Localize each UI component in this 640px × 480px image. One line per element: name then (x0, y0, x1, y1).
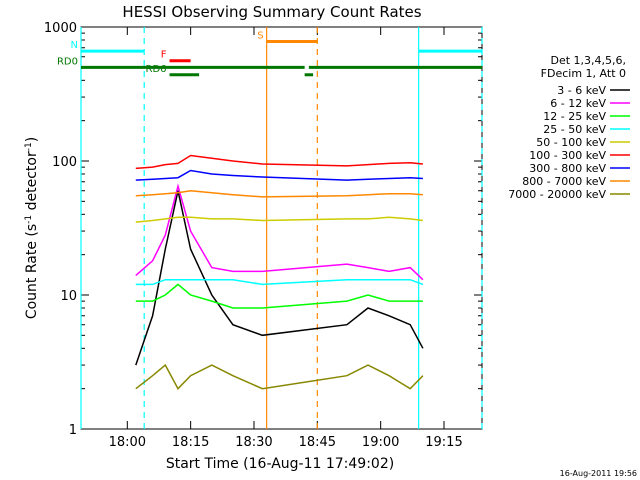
series-line (135, 189, 423, 198)
series-line (135, 183, 424, 281)
flag-bars: N F RD0 RD6 S (57, 30, 482, 77)
y-label-main: Count Rate (s (24, 224, 40, 319)
x-tick-label: 18:45 (299, 435, 336, 450)
x-axis-ticks: 18:00 18:15 18:30 18:45 19:00 19:15 (109, 27, 463, 450)
flag-label: RD0 (57, 56, 78, 67)
series-line (135, 154, 423, 170)
legend-entry-label: 100 - 300 keV (529, 149, 606, 162)
x-tick-label: 19:00 (362, 435, 399, 450)
legend-entry-label: 50 - 100 keV (536, 136, 606, 149)
legend-entry-label: 800 - 7000 keV (522, 175, 606, 188)
y-label-end: ) (24, 137, 40, 142)
y-tick-label: 1000 (44, 21, 77, 36)
flag-label: F (161, 50, 167, 61)
x-axis-label: Start Time (16-Aug-11 17:49:02) (166, 456, 394, 472)
x-tick-label: 18:30 (235, 435, 272, 450)
series-lines (135, 154, 424, 390)
legend-entry-label: 25 - 50 keV (543, 123, 606, 136)
legend-entry-label: 12 - 25 keV (543, 110, 606, 123)
legend-entry-label: 6 - 12 keV (550, 97, 606, 110)
y-label-sup2: -1 (24, 142, 34, 151)
series-line (135, 363, 424, 390)
legend-entry-label: 300 - 800 keV (529, 162, 606, 175)
x-tick-label: 18:15 (172, 435, 209, 450)
flag-label: S (257, 30, 263, 41)
y-axis-label: Count Rate (s-1 detector-1) (24, 137, 40, 319)
legend-entry-label: 3 - 6 keV (557, 84, 606, 97)
y-tick-label: 100 (52, 155, 77, 170)
legend-entry-label: 7000 - 20000 keV (508, 188, 606, 201)
legend-header-1: Det 1,3,4,5,6, (550, 54, 626, 67)
plot-frame (80, 26, 483, 430)
series-line (135, 278, 424, 286)
y-tick-label: 1 (69, 423, 77, 438)
time-markers (80, 27, 483, 429)
legend: Det 1,3,4,5,6, FDecim 1, Att 0 3 - 6 keV… (508, 54, 630, 201)
series-line (135, 283, 423, 309)
y-axis-ticks: 1 10 100 1000 (44, 21, 482, 438)
series-line (135, 169, 423, 181)
y-tick-label: 10 (60, 289, 77, 304)
x-tick-label: 18:00 (109, 435, 146, 450)
series-line (135, 190, 424, 366)
x-tick-label: 19:15 (425, 435, 462, 450)
flag-label: N (71, 40, 78, 51)
y-label-sup1: -1 (24, 215, 34, 224)
flag-label: RD6 (146, 64, 167, 75)
y-label-mid: detector (24, 151, 40, 215)
footer-timestamp: 16-Aug-2011 19:56 (560, 469, 637, 478)
series-line (135, 216, 423, 223)
legend-header-2: FDecim 1, Att 0 (541, 67, 626, 80)
chart-title: HESSI Observing Summary Count Rates (122, 3, 421, 21)
